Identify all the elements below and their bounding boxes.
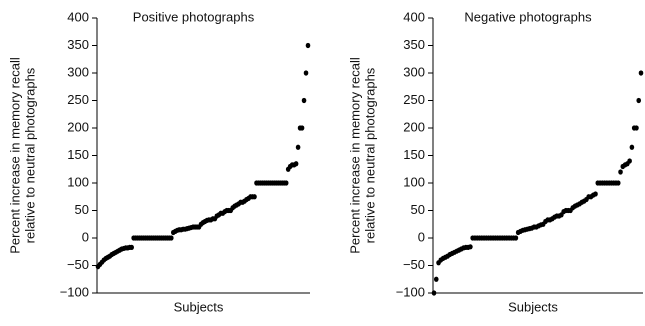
y-tick-label: 350 (67, 37, 89, 52)
data-point (636, 97, 642, 104)
data-point (634, 125, 639, 131)
data-point (252, 194, 257, 200)
y-tick-label: −100 (396, 284, 425, 299)
data-point (468, 244, 473, 250)
y-axis-label: Percent increase in memory recall (347, 57, 362, 254)
chart-title: Negative photographs (464, 9, 592, 24)
data-point (433, 276, 439, 282)
x-axis-label: Subjects (174, 299, 224, 314)
y-axis-label: relative to neutral photographs (362, 67, 377, 243)
data-point (638, 70, 644, 76)
data-point (431, 290, 437, 296)
y-tick-label: 50 (75, 202, 89, 217)
y-tick-label: 400 (403, 9, 425, 24)
data-point (513, 235, 519, 241)
y-tick-label: −100 (60, 284, 89, 299)
data-point (299, 125, 305, 131)
y-tick-label: 250 (67, 92, 89, 107)
data-point (293, 161, 299, 167)
y-tick-label: 350 (403, 37, 425, 52)
y-tick-label: 100 (403, 174, 425, 189)
y-tick-label: 400 (67, 9, 89, 24)
data-point (629, 144, 635, 150)
y-tick-label: 300 (67, 64, 89, 79)
y-tick-label: 250 (403, 92, 425, 107)
data-point (169, 235, 174, 241)
y-axis-label: relative to neutral photographs (22, 67, 37, 243)
y-tick-label: 150 (67, 147, 89, 162)
y-tick-label: 300 (403, 64, 425, 79)
y-tick-label: −50 (67, 257, 89, 272)
x-axis-label: Subjects (508, 299, 558, 314)
y-tick-label: 50 (411, 202, 425, 217)
y-tick-label: 200 (67, 119, 89, 134)
y-tick-label: 0 (82, 229, 89, 244)
data-point (593, 191, 598, 197)
data-point (129, 244, 134, 250)
data-point (618, 169, 623, 175)
data-point (627, 158, 632, 164)
data-point (301, 97, 307, 104)
y-tick-label: −50 (403, 257, 425, 272)
y-tick-label: 150 (403, 147, 425, 162)
y-tick-label: 0 (418, 229, 425, 244)
data-point (303, 70, 309, 76)
y-axis-label: Percent increase in memory recall (7, 57, 22, 254)
data-point (305, 42, 311, 49)
chart-title: Positive photographs (133, 9, 255, 24)
data-point (615, 180, 621, 186)
y-tick-label: 100 (67, 174, 89, 189)
y-tick-label: 200 (403, 119, 425, 134)
data-point (283, 180, 289, 186)
data-point (295, 144, 301, 150)
